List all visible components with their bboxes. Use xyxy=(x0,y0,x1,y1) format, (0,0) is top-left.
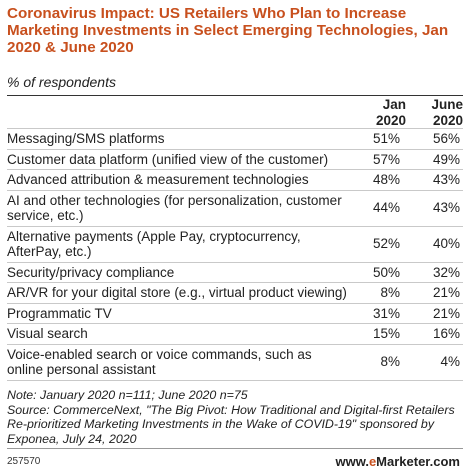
brand-e: e xyxy=(368,454,377,469)
value-jan-2020: 52% xyxy=(372,236,400,252)
value-june-2020: 43% xyxy=(432,172,460,187)
chart-title: Coronavirus Impact: US Retailers Who Pla… xyxy=(7,5,449,56)
row-label: Alternative payments (Apple Pay, cryptoc… xyxy=(7,228,301,260)
value-june-2020: 56% xyxy=(432,131,460,146)
header-rule xyxy=(7,95,463,96)
value-june-2020: 16% xyxy=(432,326,460,341)
row-label: Advanced attribution & measurement techn… xyxy=(7,172,309,187)
value-jan-2020: 57% xyxy=(372,151,400,167)
row-label: Programmatic TV xyxy=(7,305,112,321)
table-row: Programmatic TV 31% 21% xyxy=(7,302,463,324)
value-june-2020: 40% xyxy=(432,236,460,252)
note-text: Note: January 2020 n=111; June 2020 n=75 xyxy=(7,388,248,402)
value-june-2020: 4% xyxy=(440,354,460,370)
table-row: Customer data platform (unified view of … xyxy=(7,148,463,170)
source-text: Source: CommerceNext, "The Big Pivot: Ho… xyxy=(7,402,455,446)
row-label: Customer data platform (unified view of … xyxy=(7,151,329,167)
value-jan-2020: 44% xyxy=(372,200,400,216)
brand-prefix: www. xyxy=(335,454,369,469)
value-jan-2020: 15% xyxy=(372,326,400,341)
table-row: Visual search 15% 16% xyxy=(7,323,463,344)
column-header-june-2020: June 2020 xyxy=(413,97,463,129)
value-jan-2020: 48% xyxy=(372,172,400,187)
table-row: AR/VR for your digital store (e.g., virt… xyxy=(7,282,463,303)
value-june-2020: 49% xyxy=(432,151,460,167)
column-header-jan-line2: 2020 xyxy=(375,113,406,128)
row-label: AR/VR for your digital store (e.g., virt… xyxy=(7,285,347,300)
chart-subtitle: % of respondents xyxy=(7,74,116,90)
value-june-2020: 21% xyxy=(432,285,460,300)
row-label: Voice-enabled search or voice commands, … xyxy=(7,346,312,378)
footer-rule xyxy=(7,448,463,449)
row-label: Messaging/SMS platforms xyxy=(7,131,165,146)
column-header-june-line1: June xyxy=(431,97,463,112)
row-label: AI and other technologies (for personali… xyxy=(7,192,342,224)
value-june-2020: 43% xyxy=(432,200,460,216)
value-jan-2020: 51% xyxy=(372,131,400,146)
row-label: Security/privacy compliance xyxy=(7,264,175,280)
value-jan-2020: 8% xyxy=(380,285,400,300)
table-row: Voice-enabled search or voice commands, … xyxy=(7,343,463,380)
data-table: Messaging/SMS platforms 51% 56% Customer da… xyxy=(7,128,463,381)
table-row: Security/privacy compliance 50% 32% xyxy=(7,261,463,283)
value-jan-2020: 50% xyxy=(372,264,400,280)
column-header-june-line2: 2020 xyxy=(432,113,463,128)
value-jan-2020: 8% xyxy=(380,354,400,370)
value-june-2020: 32% xyxy=(432,264,460,280)
table-row: Alternative payments (Apple Pay, cryptoc… xyxy=(7,225,463,262)
value-june-2020: 21% xyxy=(432,305,460,321)
brand-rest: Marketer.com xyxy=(376,454,460,469)
row-label: Visual search xyxy=(7,326,88,341)
table-row: Advanced attribution & measurement techn… xyxy=(7,169,463,190)
chart-id: 257570 xyxy=(7,456,41,467)
table-bottom-rule xyxy=(7,379,463,381)
column-header-jan-2020: Jan 2020 xyxy=(356,97,406,129)
chart-notes: Note: January 2020 n=111; June 2020 n=75… xyxy=(7,388,467,446)
brand-logo: www.eMarketer.com xyxy=(335,454,460,469)
value-jan-2020: 31% xyxy=(372,305,400,321)
table-row: AI and other technologies (for personali… xyxy=(7,189,463,226)
column-header-jan-line1: Jan xyxy=(382,97,406,112)
table-row: Messaging/SMS platforms 51% 56% xyxy=(7,128,463,149)
